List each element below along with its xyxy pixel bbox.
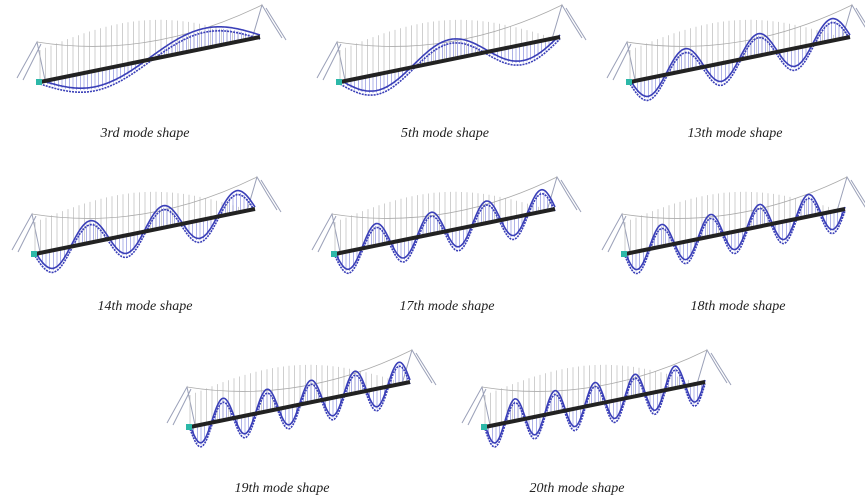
mode-shape-panel: [312, 177, 581, 273]
tower: [547, 177, 581, 212]
tower: [17, 42, 45, 80]
support: [331, 251, 337, 257]
panel-caption: 14th mode shape: [98, 299, 193, 314]
tower: [462, 387, 490, 425]
mode-shape-panel: [462, 350, 731, 447]
tower: [552, 5, 586, 40]
cable: [627, 5, 852, 46]
tower: [697, 350, 731, 385]
support: [31, 251, 37, 257]
tower: [312, 214, 340, 252]
panel-caption: 13th mode shape: [688, 126, 783, 141]
support: [336, 79, 342, 85]
tower: [402, 350, 436, 385]
mode-shape-panel: [317, 5, 586, 95]
cable: [32, 177, 257, 218]
panel-caption: 20th mode shape: [530, 481, 625, 496]
mode-shape-panel: [12, 177, 281, 272]
cable: [37, 5, 262, 46]
panel-caption: 19th mode shape: [235, 481, 330, 496]
tower: [842, 5, 865, 40]
mode-shape-panel: [17, 5, 286, 92]
panel-caption: 3rd mode shape: [100, 126, 190, 141]
panel-caption: 18th mode shape: [691, 299, 786, 314]
panel-caption: 5th mode shape: [401, 126, 489, 141]
cable: [332, 177, 557, 218]
support: [621, 251, 627, 257]
tower: [317, 42, 345, 80]
panel-caption: 17th mode shape: [400, 299, 495, 314]
support: [186, 424, 192, 430]
support: [36, 79, 42, 85]
support: [481, 424, 487, 430]
tower: [602, 214, 630, 252]
mode-shape-panel: [607, 5, 865, 100]
tower: [167, 387, 195, 425]
support: [626, 79, 632, 85]
tower: [607, 42, 635, 80]
tower: [837, 177, 865, 212]
mode-shape-panel: [602, 177, 865, 274]
cable: [187, 350, 412, 391]
figure: 3rd mode shape 5th mode shape 13th mode sh…: [0, 0, 865, 503]
mode-shape-panel: [167, 350, 436, 447]
tower: [12, 214, 40, 252]
